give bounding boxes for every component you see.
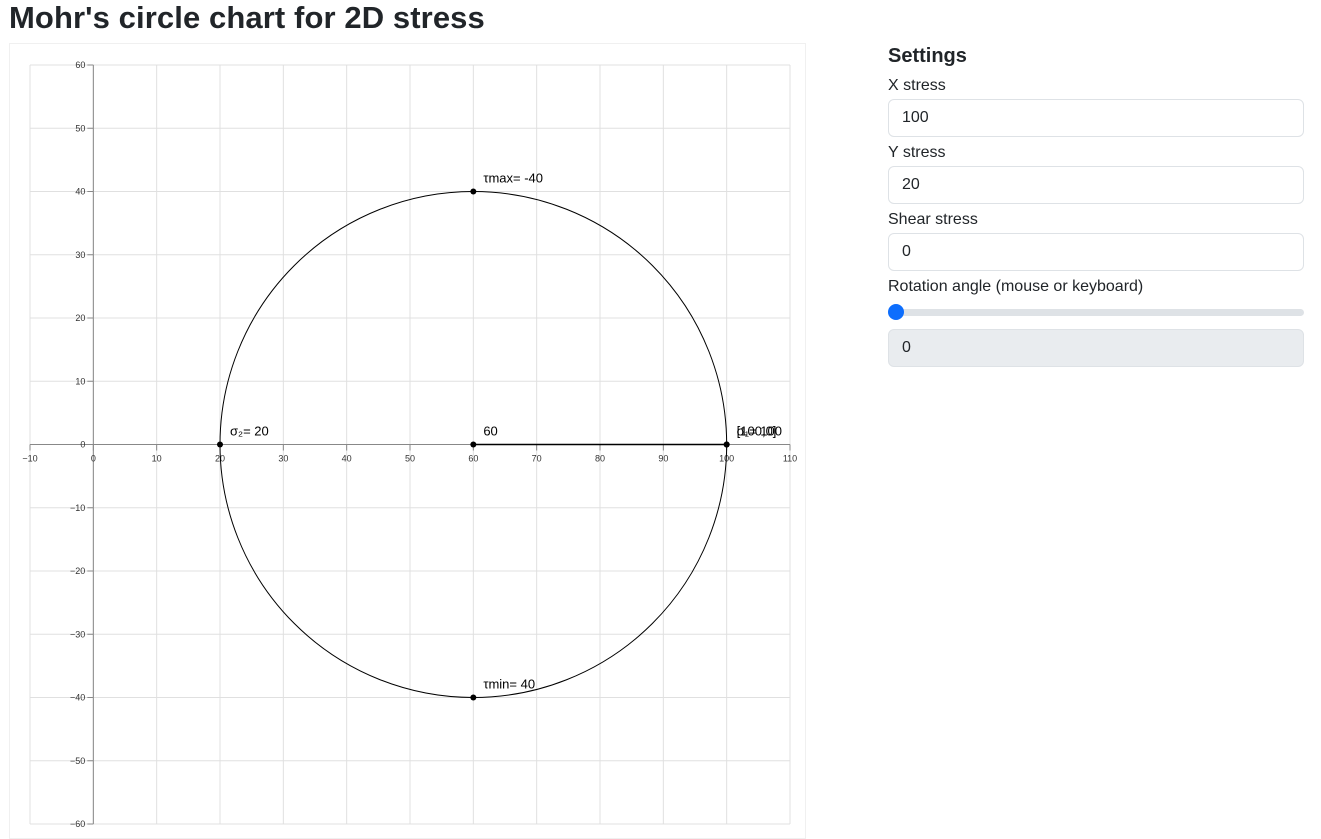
- sigma-2-label: σ₂= 20: [230, 424, 269, 439]
- x-tick-label: 70: [532, 454, 542, 464]
- stress-point-point: [723, 441, 730, 448]
- page-title: Mohr's circle chart for 2D stress: [9, 0, 485, 35]
- tau-min-label: τmin= 40: [483, 677, 535, 692]
- x-tick-label: 110: [783, 454, 797, 464]
- shear-stress-label: Shear stress: [888, 211, 978, 228]
- y-tick-label: −60: [70, 819, 85, 829]
- x-stress-label: X stress: [888, 77, 946, 94]
- x-tick-label: 50: [405, 454, 415, 464]
- y-tick-label: 20: [75, 313, 85, 323]
- rotation-angle-value: [888, 329, 1304, 367]
- center-point: [470, 441, 477, 448]
- chart-svg[interactable]: −10 0 10 20 30 40 50 60 70 80 90 100 110605040302010…: [10, 44, 806, 839]
- y-tick-label: −10: [70, 503, 85, 513]
- y-tick-label: −40: [70, 693, 85, 703]
- rotation-angle-label: Rotation angle (mouse or keyboard): [888, 278, 1144, 295]
- rotation-angle-slider[interactable]: [888, 300, 1304, 324]
- y-tick-label: 50: [75, 123, 85, 133]
- y-tick-label: −50: [70, 756, 85, 766]
- tau-min-point: [470, 694, 477, 701]
- shear-stress-input[interactable]: [888, 233, 1304, 271]
- mohr-circle-chart[interactable]: −10 0 10 20 30 40 50 60 70 80 90 100 110 60 50 40 30 20 10…: [9, 43, 806, 839]
- x-tick-label: 40: [342, 454, 352, 464]
- slider-track[interactable]: [888, 309, 1304, 316]
- y-stress-input[interactable]: [888, 166, 1304, 204]
- stress-point-label: [100,0]: [737, 424, 777, 439]
- sigma-1-label: σ₁= 100: [737, 424, 782, 439]
- y-tick-label: 0: [80, 440, 85, 450]
- x-tick-label: 80: [595, 454, 605, 464]
- settings-heading: Settings: [888, 45, 967, 67]
- x-tick-label: 10: [152, 454, 162, 464]
- y-tick-label: −20: [70, 566, 85, 576]
- x-tick-label: −10: [22, 454, 37, 464]
- y-tick-label: 30: [75, 250, 85, 260]
- y-stress-label: Y stress: [888, 144, 946, 161]
- settings-panel: Settings X stress Y stress Shear stress …: [888, 44, 1304, 367]
- y-tick-label: 60: [75, 60, 85, 70]
- y-tick-label: −30: [70, 629, 85, 639]
- sigma-2-point: [217, 441, 223, 448]
- tau-max-label: τmax= -40: [483, 171, 543, 186]
- x-tick-label: 90: [658, 454, 668, 464]
- y-tick-label: 40: [75, 187, 85, 197]
- x-tick-label: 0: [91, 454, 96, 464]
- x-tick-label: 60: [468, 454, 478, 464]
- center-label: 60: [483, 424, 497, 439]
- slider-thumb[interactable]: [888, 304, 904, 320]
- y-tick-label: 10: [75, 376, 85, 386]
- x-tick-label: 30: [278, 454, 288, 464]
- x-stress-input[interactable]: [888, 99, 1304, 137]
- tau-max-point: [470, 188, 477, 195]
